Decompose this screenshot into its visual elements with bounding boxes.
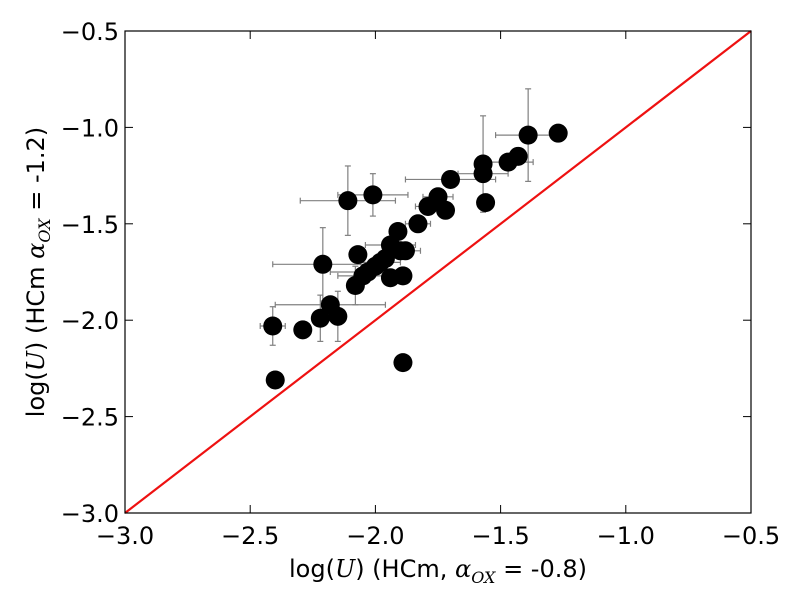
data-point	[508, 146, 528, 166]
error-bars	[259, 88, 562, 346]
reference-line	[124, 30, 752, 514]
data-point	[293, 320, 313, 340]
data-point	[408, 214, 428, 234]
data-point	[441, 169, 461, 189]
y-tick-label: −1.5	[61, 211, 119, 239]
data-point	[348, 245, 368, 265]
data-point	[518, 125, 538, 145]
data-point	[393, 353, 413, 373]
data-point	[473, 164, 493, 184]
x-axis-label: log(U) (HCm, αOX = -0.8)	[289, 555, 587, 587]
y-tick-label: −2.5	[61, 404, 119, 432]
data-points	[263, 123, 568, 390]
data-point	[338, 191, 358, 211]
data-point	[328, 306, 348, 326]
data-point	[393, 266, 413, 286]
data-point	[436, 200, 456, 220]
data-point	[265, 370, 285, 390]
plot-frame	[124, 30, 752, 514]
data-point	[263, 316, 283, 336]
y-tick-label: −0.5	[61, 18, 119, 46]
ticks-layer: −3.0 −2.5 −2.0 −1.5 −1.0 −0.5 −3.0 −2.5 −2.0 −1.5…	[61, 18, 780, 550]
data-point	[395, 241, 415, 261]
x-tick-label: −0.5	[722, 522, 780, 550]
y-tick-label: −3.0	[61, 500, 119, 528]
data-point	[313, 254, 333, 274]
data-point	[363, 185, 383, 205]
data-layer	[124, 30, 752, 514]
x-tick-label: −2.5	[221, 522, 279, 550]
data-point	[548, 123, 568, 143]
x-tick-label: −2.0	[346, 522, 404, 550]
y-axis-label: log(U) (HCm αOX = -1.2)	[22, 127, 54, 417]
data-point	[476, 193, 496, 213]
y-tick-label: −1.0	[61, 114, 119, 142]
x-tick-label: −1.0	[597, 522, 655, 550]
data-point	[310, 308, 330, 328]
data-point	[388, 222, 408, 242]
x-tick-label: −1.5	[471, 522, 529, 550]
x-tick-label: −3.0	[96, 522, 154, 550]
y-tick-label: −2.0	[61, 307, 119, 335]
